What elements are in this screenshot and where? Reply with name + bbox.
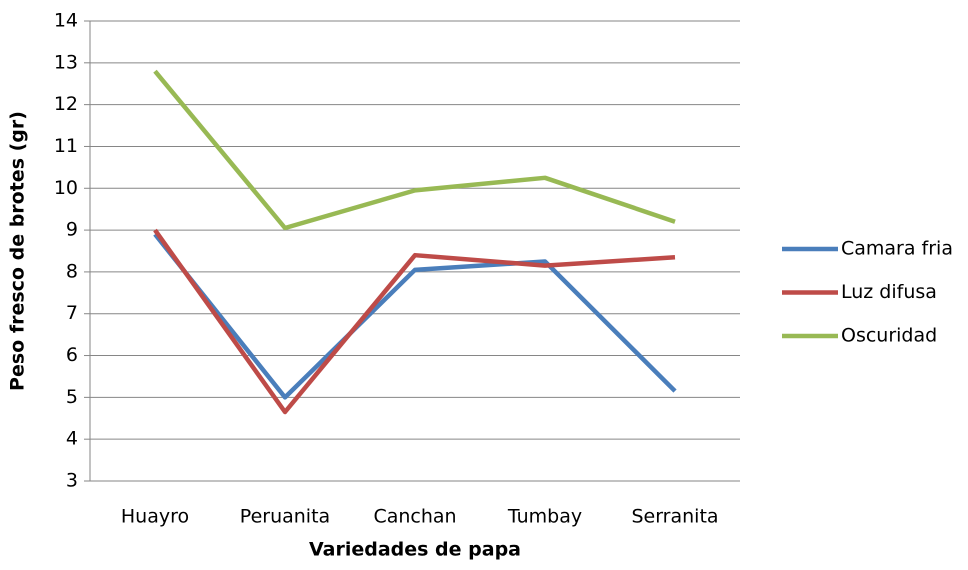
y-tick-label: 11 — [54, 135, 78, 157]
line-series — [153, 228, 676, 415]
y-tick-label: 6 — [66, 344, 78, 366]
line-series — [153, 232, 677, 400]
x-tick-label: Huayro — [121, 506, 189, 528]
x-tick-label: Canchan — [373, 506, 456, 528]
y-tick-label: 12 — [54, 93, 78, 115]
legend-label: Oscuridad — [841, 325, 937, 347]
y-tick-label: 13 — [54, 51, 78, 73]
x-tick-label: Tumbay — [507, 506, 582, 528]
x-axis-title: Variedades de papa — [309, 539, 521, 561]
y-tick-label: 9 — [66, 219, 78, 241]
y-tick-label: 14 — [54, 10, 78, 32]
legend-label: Luz difusa — [841, 281, 937, 303]
y-tick-label: 10 — [54, 177, 78, 199]
y-tick-label: 5 — [66, 386, 78, 408]
legend-label: Camara fria — [841, 238, 953, 260]
y-tick-label: 3 — [66, 470, 78, 492]
y-tick-label: 7 — [66, 302, 78, 324]
y-tick-label: 8 — [66, 260, 78, 282]
x-tick-label: Serranita — [631, 506, 718, 528]
y-tick-label: 4 — [66, 428, 78, 450]
line-series — [153, 69, 676, 231]
y-axis-title: Peso fresco de brotes (gr) — [7, 111, 29, 391]
x-tick-label: Peruanita — [240, 506, 330, 528]
